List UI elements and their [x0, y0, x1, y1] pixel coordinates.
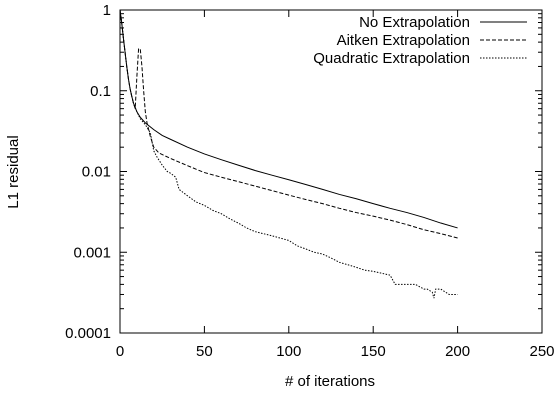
x-axis-label: # of iterations	[285, 373, 375, 390]
y-axis-ticks: 1 0.1 0.01 0.001 0.0001	[65, 2, 542, 342]
x-axis-ticks: 0 50 100 150 200 250	[116, 10, 555, 360]
series-line-2	[119, 9, 458, 239]
legend-label: No Extrapolation	[359, 14, 470, 31]
legend-label: Quadratic Extrapolation	[313, 50, 470, 67]
y-tick-label: 0.1	[90, 83, 111, 100]
y-tick-label: 0.01	[82, 164, 111, 181]
x-tick-label: 150	[361, 343, 386, 360]
series-line-1	[119, 9, 458, 229]
x-tick-label: 200	[445, 343, 470, 360]
y-axis-label: L1 residual	[5, 135, 22, 208]
legend-label: Aitken Extrapolation	[337, 32, 470, 49]
x-tick-label: 100	[276, 343, 301, 360]
x-tick-label: 250	[529, 343, 554, 360]
x-tick-label: 0	[116, 343, 124, 360]
y-tick-label: 0.0001	[65, 325, 111, 342]
y-tick-label: 0.001	[73, 244, 111, 261]
series-line-3	[119, 9, 458, 299]
x-tick-label: 50	[196, 343, 213, 360]
series-lines	[119, 9, 458, 299]
y-tick-label: 1	[103, 2, 111, 19]
